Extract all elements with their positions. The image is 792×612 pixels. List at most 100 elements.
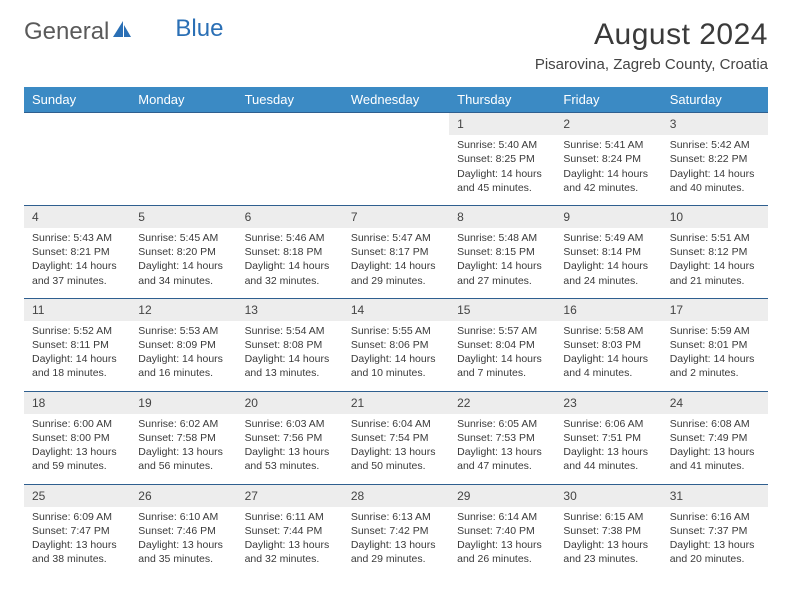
logo: General Blue <box>24 18 223 46</box>
day-content-cell: Sunrise: 6:05 AMSunset: 7:53 PMDaylight:… <box>449 414 555 484</box>
day-content-cell <box>237 135 343 205</box>
daylight-line: Daylight: 14 hours and 21 minutes. <box>670 259 760 287</box>
sunrise-line: Sunrise: 5:57 AM <box>457 324 547 338</box>
day-number-cell: 6 <box>237 205 343 228</box>
location-text: Pisarovina, Zagreb County, Croatia <box>535 56 768 73</box>
day-content-cell: Sunrise: 5:59 AMSunset: 8:01 PMDaylight:… <box>662 321 768 391</box>
daylight-line: Daylight: 14 hours and 7 minutes. <box>457 352 547 380</box>
day-content-row: Sunrise: 5:40 AMSunset: 8:25 PMDaylight:… <box>24 135 768 205</box>
day-number-cell: 21 <box>343 391 449 414</box>
sunrise-line: Sunrise: 5:42 AM <box>670 138 760 152</box>
daylight-line: Daylight: 14 hours and 16 minutes. <box>138 352 228 380</box>
day-content-cell: Sunrise: 6:02 AMSunset: 7:58 PMDaylight:… <box>130 414 236 484</box>
daylight-line: Daylight: 14 hours and 45 minutes. <box>457 167 547 195</box>
day-content-cell: Sunrise: 6:14 AMSunset: 7:40 PMDaylight:… <box>449 507 555 577</box>
sunrise-line: Sunrise: 5:59 AM <box>670 324 760 338</box>
daylight-line: Daylight: 14 hours and 37 minutes. <box>32 259 122 287</box>
sunrise-line: Sunrise: 6:11 AM <box>245 510 335 524</box>
sunrise-line: Sunrise: 6:09 AM <box>32 510 122 524</box>
day-content-cell <box>343 135 449 205</box>
weekday-header: Tuesday <box>237 87 343 113</box>
sunset-line: Sunset: 8:12 PM <box>670 245 760 259</box>
sunrise-line: Sunrise: 5:40 AM <box>457 138 547 152</box>
day-content-row: Sunrise: 5:52 AMSunset: 8:11 PMDaylight:… <box>24 321 768 391</box>
day-content-cell: Sunrise: 5:57 AMSunset: 8:04 PMDaylight:… <box>449 321 555 391</box>
daylight-line: Daylight: 14 hours and 27 minutes. <box>457 259 547 287</box>
daylight-line: Daylight: 14 hours and 29 minutes. <box>351 259 441 287</box>
day-number-cell: 17 <box>662 298 768 321</box>
day-content-cell: Sunrise: 5:42 AMSunset: 8:22 PMDaylight:… <box>662 135 768 205</box>
day-number-cell: 9 <box>555 205 661 228</box>
sunrise-line: Sunrise: 5:55 AM <box>351 324 441 338</box>
day-content-cell: Sunrise: 5:52 AMSunset: 8:11 PMDaylight:… <box>24 321 130 391</box>
logo-text-gray: General <box>24 18 109 46</box>
daylight-line: Daylight: 13 hours and 32 minutes. <box>245 538 335 566</box>
day-number-cell: 2 <box>555 113 661 136</box>
sunset-line: Sunset: 8:09 PM <box>138 338 228 352</box>
daylight-line: Daylight: 13 hours and 20 minutes. <box>670 538 760 566</box>
day-content-cell: Sunrise: 6:16 AMSunset: 7:37 PMDaylight:… <box>662 507 768 577</box>
day-content-cell: Sunrise: 5:46 AMSunset: 8:18 PMDaylight:… <box>237 228 343 298</box>
day-content-cell: Sunrise: 5:41 AMSunset: 8:24 PMDaylight:… <box>555 135 661 205</box>
sunset-line: Sunset: 8:00 PM <box>32 431 122 445</box>
sunset-line: Sunset: 8:06 PM <box>351 338 441 352</box>
day-number-cell: 28 <box>343 484 449 507</box>
day-number-cell: 14 <box>343 298 449 321</box>
day-number-cell: 29 <box>449 484 555 507</box>
day-content-cell: Sunrise: 5:48 AMSunset: 8:15 PMDaylight:… <box>449 228 555 298</box>
day-number-row: 11121314151617 <box>24 298 768 321</box>
day-content-cell: Sunrise: 5:47 AMSunset: 8:17 PMDaylight:… <box>343 228 449 298</box>
sunset-line: Sunset: 7:40 PM <box>457 524 547 538</box>
day-content-cell: Sunrise: 6:08 AMSunset: 7:49 PMDaylight:… <box>662 414 768 484</box>
day-number-row: 18192021222324 <box>24 391 768 414</box>
day-number-cell: 4 <box>24 205 130 228</box>
daylight-line: Daylight: 13 hours and 29 minutes. <box>351 538 441 566</box>
sunset-line: Sunset: 8:22 PM <box>670 152 760 166</box>
day-number-cell: 18 <box>24 391 130 414</box>
sunset-line: Sunset: 7:54 PM <box>351 431 441 445</box>
sunrise-line: Sunrise: 5:48 AM <box>457 231 547 245</box>
page-header: General Blue August 2024 Pisarovina, Zag… <box>24 18 768 73</box>
day-number-cell <box>237 113 343 136</box>
sunset-line: Sunset: 7:56 PM <box>245 431 335 445</box>
daylight-line: Daylight: 14 hours and 24 minutes. <box>563 259 653 287</box>
sunrise-line: Sunrise: 6:05 AM <box>457 417 547 431</box>
day-number-cell: 12 <box>130 298 236 321</box>
daylight-line: Daylight: 14 hours and 32 minutes. <box>245 259 335 287</box>
day-content-cell: Sunrise: 5:51 AMSunset: 8:12 PMDaylight:… <box>662 228 768 298</box>
day-number-row: 45678910 <box>24 205 768 228</box>
day-number-cell: 27 <box>237 484 343 507</box>
sunrise-line: Sunrise: 5:58 AM <box>563 324 653 338</box>
day-number-cell: 13 <box>237 298 343 321</box>
sunrise-line: Sunrise: 5:49 AM <box>563 231 653 245</box>
daylight-line: Daylight: 13 hours and 56 minutes. <box>138 445 228 473</box>
sunrise-line: Sunrise: 6:06 AM <box>563 417 653 431</box>
sunset-line: Sunset: 7:46 PM <box>138 524 228 538</box>
day-number-cell: 5 <box>130 205 236 228</box>
day-number-cell: 31 <box>662 484 768 507</box>
sunrise-line: Sunrise: 6:16 AM <box>670 510 760 524</box>
day-number-cell: 15 <box>449 298 555 321</box>
day-content-cell: Sunrise: 6:10 AMSunset: 7:46 PMDaylight:… <box>130 507 236 577</box>
weekday-header: Thursday <box>449 87 555 113</box>
weekday-header: Monday <box>130 87 236 113</box>
day-number-cell <box>24 113 130 136</box>
sunset-line: Sunset: 7:44 PM <box>245 524 335 538</box>
day-content-row: Sunrise: 6:00 AMSunset: 8:00 PMDaylight:… <box>24 414 768 484</box>
sunset-line: Sunset: 8:08 PM <box>245 338 335 352</box>
day-content-cell: Sunrise: 5:53 AMSunset: 8:09 PMDaylight:… <box>130 321 236 391</box>
sunrise-line: Sunrise: 5:46 AM <box>245 231 335 245</box>
daylight-line: Daylight: 13 hours and 23 minutes. <box>563 538 653 566</box>
sunset-line: Sunset: 7:51 PM <box>563 431 653 445</box>
day-number-cell: 24 <box>662 391 768 414</box>
sunset-line: Sunset: 8:11 PM <box>32 338 122 352</box>
day-content-row: Sunrise: 6:09 AMSunset: 7:47 PMDaylight:… <box>24 507 768 577</box>
daylight-line: Daylight: 13 hours and 44 minutes. <box>563 445 653 473</box>
daylight-line: Daylight: 14 hours and 34 minutes. <box>138 259 228 287</box>
day-content-cell: Sunrise: 5:49 AMSunset: 8:14 PMDaylight:… <box>555 228 661 298</box>
day-content-cell: Sunrise: 5:54 AMSunset: 8:08 PMDaylight:… <box>237 321 343 391</box>
day-content-cell <box>24 135 130 205</box>
sunset-line: Sunset: 7:37 PM <box>670 524 760 538</box>
sunset-line: Sunset: 8:21 PM <box>32 245 122 259</box>
daylight-line: Daylight: 14 hours and 18 minutes. <box>32 352 122 380</box>
